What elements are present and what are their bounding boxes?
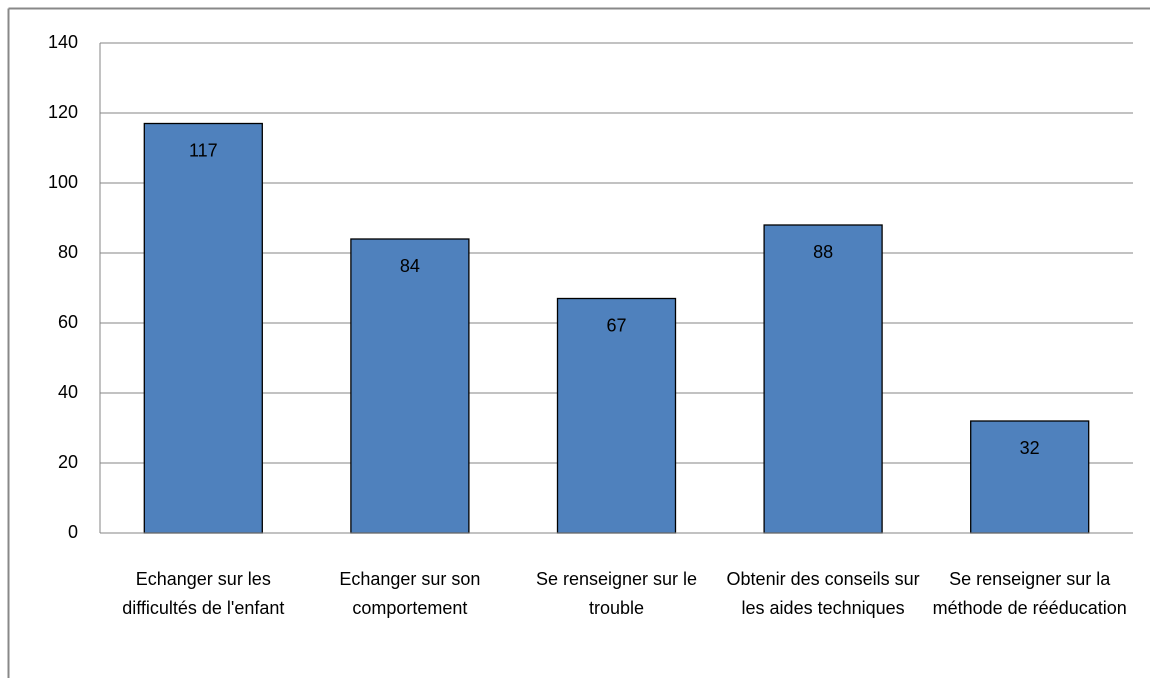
x-tick-label: Echanger sur les difficultés de l'enfant [122, 569, 284, 618]
data-label: 67 [606, 315, 626, 335]
y-tick-label: 100 [48, 172, 78, 192]
y-tick-label: 0 [68, 522, 78, 542]
y-tick-label: 40 [58, 382, 78, 402]
data-label: 88 [813, 242, 833, 262]
bar [763, 224, 883, 534]
y-tick-label: 120 [48, 102, 78, 122]
x-tick-label: Echanger sur son comportement [339, 569, 480, 618]
x-tick-label: Se renseigner sur la méthode de rééducati… [933, 569, 1127, 618]
bar [556, 297, 677, 534]
bar [970, 420, 1090, 534]
y-tick-label: 80 [58, 242, 78, 262]
y-tick-label: 60 [58, 312, 78, 332]
data-label: 84 [400, 256, 420, 276]
y-tick-label: 140 [48, 32, 78, 52]
y-tick-label: 20 [58, 452, 78, 472]
data-label: 117 [189, 140, 218, 160]
bar [143, 122, 263, 534]
x-tick-label: Obtenir des conseils sur les aides techni… [727, 569, 920, 618]
bar [350, 238, 470, 534]
x-tick-label: Se renseigner sur le trouble [536, 569, 697, 618]
data-label: 32 [1020, 438, 1040, 458]
